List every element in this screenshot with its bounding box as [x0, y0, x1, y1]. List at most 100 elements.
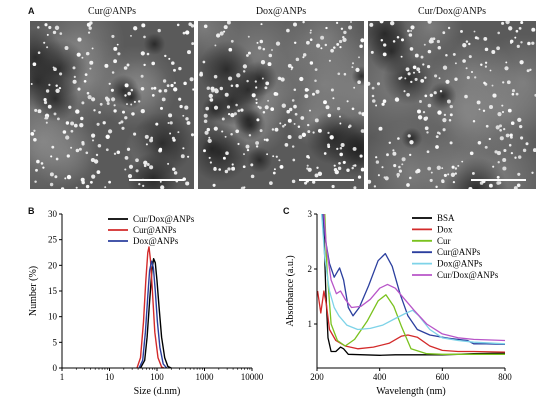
nanoparticle	[502, 166, 507, 171]
tem-dark-region	[368, 21, 408, 57]
nanoparticle	[49, 182, 54, 187]
nanoparticle	[213, 126, 218, 131]
nanoparticle	[133, 132, 137, 136]
nanoparticle	[353, 164, 357, 167]
nanoparticle	[516, 183, 521, 188]
x-axis-label: Wavelength (nm)	[376, 386, 445, 397]
x-tick-label: 100	[150, 372, 164, 382]
nanoparticle	[83, 79, 87, 83]
nanoparticle	[454, 77, 458, 81]
nanoparticle	[436, 39, 441, 44]
nanoparticle	[304, 88, 309, 92]
nanoparticle	[261, 77, 264, 80]
nanoparticle	[34, 108, 38, 112]
nanoparticle	[519, 60, 524, 65]
nanoparticle	[382, 52, 387, 57]
nanoparticle	[228, 47, 233, 52]
nanoparticle	[509, 133, 513, 137]
nanoparticle	[358, 111, 362, 115]
nanoparticle	[492, 93, 497, 98]
nanoparticle	[390, 21, 395, 26]
y-tick-label: 2	[308, 264, 313, 274]
y-tick-label: 5	[53, 337, 58, 347]
nanoparticle	[284, 143, 289, 147]
nanoparticle	[164, 54, 167, 58]
nanoparticle	[173, 81, 176, 85]
nanoparticle	[348, 25, 353, 30]
nanoparticle	[501, 21, 505, 25]
nanoparticle	[439, 90, 443, 93]
nanoparticle	[53, 67, 57, 72]
nanoparticle	[502, 157, 507, 163]
nanoparticle	[250, 174, 255, 179]
nanoparticle	[110, 88, 114, 92]
nanoparticle	[301, 132, 307, 137]
nanoparticle	[54, 25, 60, 30]
nanoparticle	[381, 102, 385, 106]
y-tick-label: 25	[48, 235, 58, 245]
nanoparticle	[203, 149, 206, 153]
nanoparticle	[214, 44, 217, 47]
nanoparticle	[202, 60, 206, 64]
nanoparticle	[343, 72, 347, 76]
series-line-cur-dox-anps	[323, 214, 505, 342]
tem-dark-region	[120, 86, 143, 109]
nanoparticle	[149, 138, 154, 143]
nanoparticle	[464, 94, 468, 99]
nanoparticle	[429, 93, 433, 97]
nanoparticle	[55, 157, 59, 161]
nanoparticle	[70, 146, 73, 149]
y-tick-label: 3	[308, 209, 313, 219]
nanoparticle	[312, 131, 315, 134]
nanoparticle	[111, 34, 115, 38]
nanoparticle	[81, 180, 85, 185]
nanoparticle	[104, 63, 109, 68]
nanoparticle	[309, 38, 313, 41]
nanoparticle	[351, 62, 355, 65]
panel-letter-c: C	[283, 206, 290, 216]
nanoparticle	[499, 128, 502, 132]
nanoparticle	[510, 151, 514, 155]
nanoparticle	[168, 113, 173, 118]
nanoparticle	[348, 124, 352, 128]
nanoparticle	[360, 38, 364, 43]
nanoparticle	[237, 109, 241, 113]
nanoparticle	[418, 70, 421, 74]
nanoparticle	[427, 21, 432, 24]
nanoparticle	[454, 167, 458, 170]
nanoparticle	[275, 92, 279, 96]
nanoparticle	[406, 92, 410, 97]
nanoparticle	[45, 89, 50, 93]
nanoparticle	[333, 46, 336, 49]
nanoparticle	[312, 180, 316, 184]
nanoparticle	[208, 136, 211, 139]
chart-absorbance-spectra: 200 400 600 800 1 2 3 Wavelength (nm) Absorbance…	[285, 209, 512, 397]
nanoparticle	[275, 155, 278, 158]
nanoparticle	[85, 151, 89, 155]
nanoparticle	[176, 23, 180, 27]
nanoparticle	[140, 87, 145, 91]
nanoparticle	[158, 89, 162, 93]
nanoparticle	[457, 164, 460, 167]
nanoparticle	[299, 76, 304, 82]
nanoparticle	[135, 169, 139, 173]
nanoparticle	[46, 33, 49, 36]
nanoparticle	[143, 164, 147, 168]
nanoparticle	[511, 89, 516, 93]
nanoparticle	[170, 83, 174, 88]
nanoparticle	[161, 97, 166, 102]
nanoparticle	[159, 180, 162, 183]
nanoparticle	[359, 154, 363, 158]
nanoparticle	[59, 32, 63, 35]
nanoparticle	[104, 186, 107, 189]
nanoparticle	[340, 27, 344, 30]
nanoparticle	[266, 153, 269, 156]
nanoparticle	[230, 84, 234, 87]
nanoparticle	[408, 33, 413, 37]
nanoparticle	[343, 30, 347, 35]
nanoparticle	[339, 122, 342, 125]
nanoparticle	[410, 25, 415, 30]
nanoparticle	[173, 68, 176, 72]
nanoparticle	[375, 160, 380, 164]
nanoparticle	[480, 63, 483, 67]
